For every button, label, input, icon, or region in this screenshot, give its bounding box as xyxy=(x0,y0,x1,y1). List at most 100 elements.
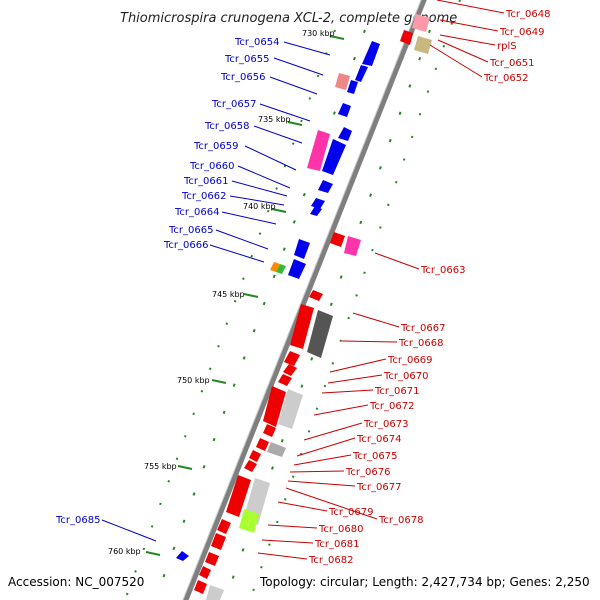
gene-label[interactable]: Tcr_0672 xyxy=(369,401,414,412)
gene-label[interactable]: Tcr_0648 xyxy=(505,9,550,20)
gene-label[interactable]: Tcr_0665 xyxy=(168,225,213,236)
leader-line xyxy=(267,524,318,529)
gene-label[interactable]: Tcr_0674 xyxy=(356,434,401,445)
gene-label[interactable]: Tcr_0669 xyxy=(387,355,432,366)
gene-arrow[interactable] xyxy=(294,239,310,259)
leader-line xyxy=(429,44,483,78)
kbp-tick xyxy=(329,35,345,40)
gene-arrow[interactable] xyxy=(311,198,325,209)
gene-arrow[interactable] xyxy=(283,364,297,376)
gene-arrow[interactable] xyxy=(355,65,368,82)
gene-block[interactable] xyxy=(278,389,303,429)
leader-line xyxy=(329,358,387,373)
gene-label[interactable]: Tcr_0664 xyxy=(174,207,219,218)
gene-label[interactable]: Tcr_0662 xyxy=(181,191,226,202)
gene-arrow[interactable] xyxy=(205,552,219,566)
gene-label[interactable]: Tcr_0680 xyxy=(318,524,363,535)
gene-block[interactable] xyxy=(307,130,330,171)
gene-label[interactable]: Tcr_0658 xyxy=(204,121,249,132)
leader-line xyxy=(231,180,288,197)
gene-arrow[interactable] xyxy=(249,450,261,462)
gene-block[interactable] xyxy=(263,386,286,427)
kbp-tick xyxy=(287,121,303,126)
gene-arrow[interactable] xyxy=(256,438,269,451)
gene-label[interactable]: Tcr_0649 xyxy=(499,27,544,38)
gene-label[interactable]: Tcr_0659 xyxy=(193,141,238,152)
gene-arrow[interactable] xyxy=(310,206,322,216)
gene-label[interactable]: Tcr_0671 xyxy=(374,386,419,397)
gene-label[interactable]: Tcr_0675 xyxy=(352,451,397,462)
gene-label[interactable]: Tcr_0668 xyxy=(398,338,443,349)
gene-label[interactable]: Tcr_0660 xyxy=(189,161,234,172)
gene-arrow[interactable] xyxy=(284,351,300,366)
gene-label[interactable]: Tcr_0678 xyxy=(378,515,423,526)
kbp-tick xyxy=(177,465,193,470)
gene-label[interactable]: Tcr_0655 xyxy=(224,54,269,65)
gene-label[interactable]: Tcr_0682 xyxy=(308,555,353,566)
leader-lines-left xyxy=(101,41,331,542)
gene-label[interactable]: Tcr_0685 xyxy=(55,515,100,526)
gene-label[interactable]: Tcr_0681 xyxy=(314,539,359,550)
gene-block[interactable] xyxy=(206,585,224,600)
gene-arrow[interactable] xyxy=(318,180,333,193)
kbp-tick-label: 750 kbp xyxy=(177,376,210,385)
gene-arrow[interactable] xyxy=(322,139,346,175)
gene-block[interactable] xyxy=(226,475,251,517)
kbp-tick-label: 740 kbp xyxy=(243,202,276,211)
gene-block[interactable] xyxy=(276,264,286,274)
gene-label[interactable]: Tcr_0651 xyxy=(489,58,534,69)
gene-label[interactable]: Tcr_0654 xyxy=(234,37,279,48)
gene-block[interactable] xyxy=(344,236,361,256)
gene-label[interactable]: Tcr_0656 xyxy=(220,72,265,83)
gene-label[interactable]: Tcr_0657 xyxy=(211,99,256,110)
gene-label[interactable]: Tcr_0666 xyxy=(163,240,208,251)
gene-arrow[interactable] xyxy=(330,232,345,247)
gene-label[interactable]: Tcr_0673 xyxy=(363,419,408,430)
gene-label[interactable]: Tcr_0661 xyxy=(183,176,228,187)
map-title: Thiomicrospira crunogena XCL-2, complete… xyxy=(120,11,457,26)
kbp-tick-label: 755 kbp xyxy=(144,462,177,471)
kbp-tick xyxy=(243,293,259,298)
gene-label[interactable]: Tcr_0679 xyxy=(328,507,373,518)
gene-arrow[interactable] xyxy=(347,80,358,94)
gene-label[interactable]: Tcr_0670 xyxy=(383,371,428,382)
gene-arrow[interactable] xyxy=(199,566,211,579)
gene-arrow[interactable] xyxy=(263,424,276,437)
gene-arrow[interactable] xyxy=(211,533,226,550)
kbp-tick-label: 760 kbp xyxy=(108,547,141,556)
gene-block[interactable] xyxy=(290,304,314,349)
gene-arrow[interactable] xyxy=(338,127,352,141)
gene-arrow[interactable] xyxy=(278,374,292,386)
gene-block[interactable] xyxy=(335,73,350,90)
gene-label[interactable]: Tcr_0652 xyxy=(483,73,528,84)
gene-arrow[interactable] xyxy=(309,290,323,301)
gene-arrow[interactable] xyxy=(288,259,306,279)
gene-arrow[interactable] xyxy=(362,41,380,66)
gene-block[interactable] xyxy=(270,262,280,272)
forward-strand-genes xyxy=(194,14,432,600)
gene-label[interactable]: Tcr_0676 xyxy=(345,467,390,478)
gene-block[interactable] xyxy=(307,310,333,358)
leader-line xyxy=(321,389,374,394)
gene-block[interactable] xyxy=(267,442,286,457)
gene-arrow[interactable] xyxy=(194,580,207,594)
leader-line xyxy=(352,312,400,328)
gene-block[interactable] xyxy=(412,14,430,32)
backbone-line xyxy=(183,0,427,600)
gene-arrow[interactable] xyxy=(338,103,351,117)
leader-line xyxy=(437,39,489,63)
leader-line xyxy=(296,437,356,457)
leader-line xyxy=(215,229,269,250)
gene-arrow[interactable] xyxy=(176,551,189,561)
gene-block[interactable] xyxy=(414,36,432,54)
gene-arrow[interactable] xyxy=(217,519,231,534)
gene-label[interactable]: Tcr_0663 xyxy=(420,265,465,276)
gene-label[interactable]: Tcr_0667 xyxy=(400,323,445,334)
gene-arrow[interactable] xyxy=(244,460,257,472)
gene-label[interactable]: rplS xyxy=(497,41,517,52)
gene-arrow[interactable] xyxy=(400,30,413,45)
gene-block[interactable] xyxy=(239,509,259,533)
kbp-tick-label: 745 kbp xyxy=(212,290,245,299)
gene-label[interactable]: Tcr_0677 xyxy=(356,482,401,493)
